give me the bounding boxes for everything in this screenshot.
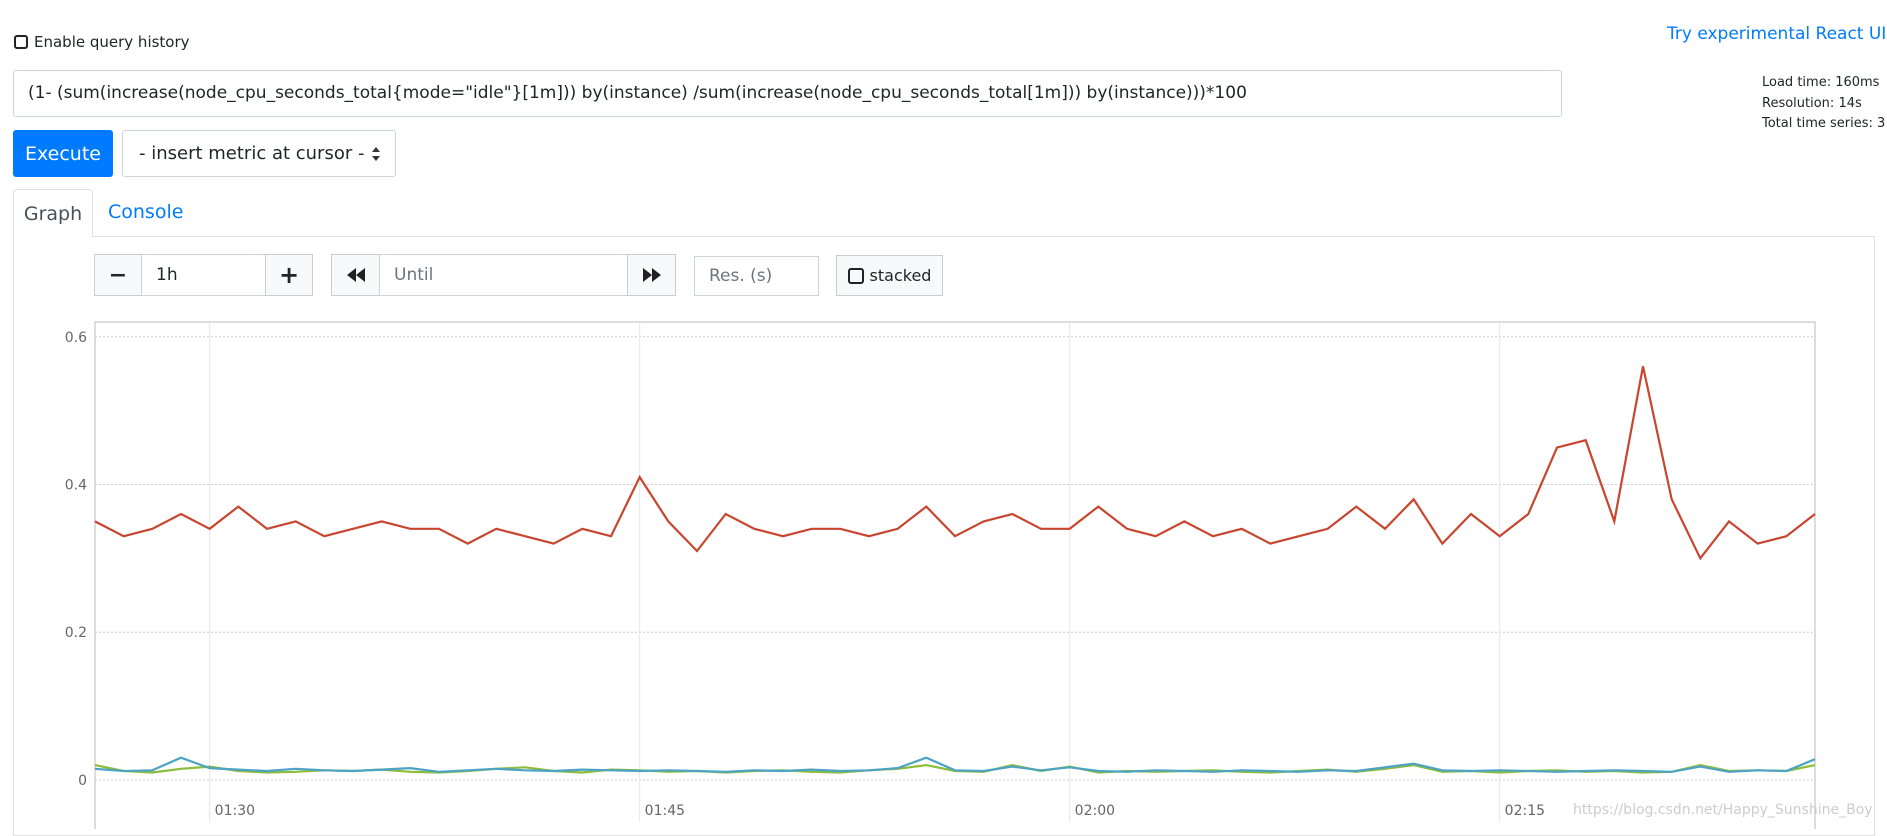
range-minus[interactable]: − <box>94 254 142 296</box>
metric-select[interactable]: - insert metric at cursor - <box>122 130 396 177</box>
execute-button[interactable]: Execute <box>13 130 113 177</box>
react-link[interactable]: Try experimental React UI <box>1667 24 1887 44</box>
tab-console[interactable]: Console <box>108 201 184 223</box>
stat: Resolution: 14s <box>1762 95 1862 111</box>
resolution-placeholder: Res. (s) <box>709 266 773 286</box>
watermark: https://blog.csdn.net/Happy_Sunshine_Boy <box>1573 802 1873 818</box>
query-stats: Load time: 160ms Resolution: 14s Total t… <box>1762 73 1885 135</box>
tab-graph[interactable]: Graph <box>13 189 93 237</box>
y-tick-label: 0 <box>78 773 87 789</box>
y-tick-label: 0.4 <box>65 477 87 493</box>
x-tick-label: 01:30 <box>215 803 255 819</box>
range-input[interactable]: 1h <box>141 254 266 296</box>
select-text: - insert metric at cursor - <box>139 143 365 164</box>
history-label[interactable]: Enable query history <box>34 33 190 51</box>
x-tick-label: 01:45 <box>645 803 685 819</box>
select-arrow <box>372 147 380 161</box>
y-tick-label: 0.2 <box>65 625 87 641</box>
y-tick-label: 0.6 <box>65 330 87 346</box>
until-input[interactable]: Until <box>379 254 628 296</box>
stacked-checkbox <box>847 267 864 284</box>
plot-frame <box>94 321 1816 829</box>
range-value: 1h <box>156 265 178 285</box>
stat: Load time: 160ms <box>1762 75 1880 90</box>
stacked-button[interactable]: stacked <box>836 255 943 296</box>
resolution-input[interactable]: Res. (s) <box>694 256 819 296</box>
forward-button[interactable] <box>627 254 676 296</box>
x-tick-label: 02:15 <box>1505 803 1545 819</box>
series-line <box>94 366 1816 561</box>
x-tick-label: 02:00 <box>1075 803 1115 819</box>
query-input[interactable]: (1- (sum(increase(node_cpu_seconds_total… <box>13 70 1562 117</box>
back-icon <box>346 268 365 282</box>
until-placeholder: Until <box>394 265 434 285</box>
stacked-label: stacked <box>869 266 932 285</box>
forward-icon <box>642 268 661 282</box>
back-button[interactable] <box>331 254 380 296</box>
series-line <box>94 756 1816 773</box>
stat: Total time series: 3 <box>1762 116 1886 131</box>
range-plus[interactable]: + <box>265 254 313 296</box>
history-checkbox[interactable] <box>14 35 28 49</box>
